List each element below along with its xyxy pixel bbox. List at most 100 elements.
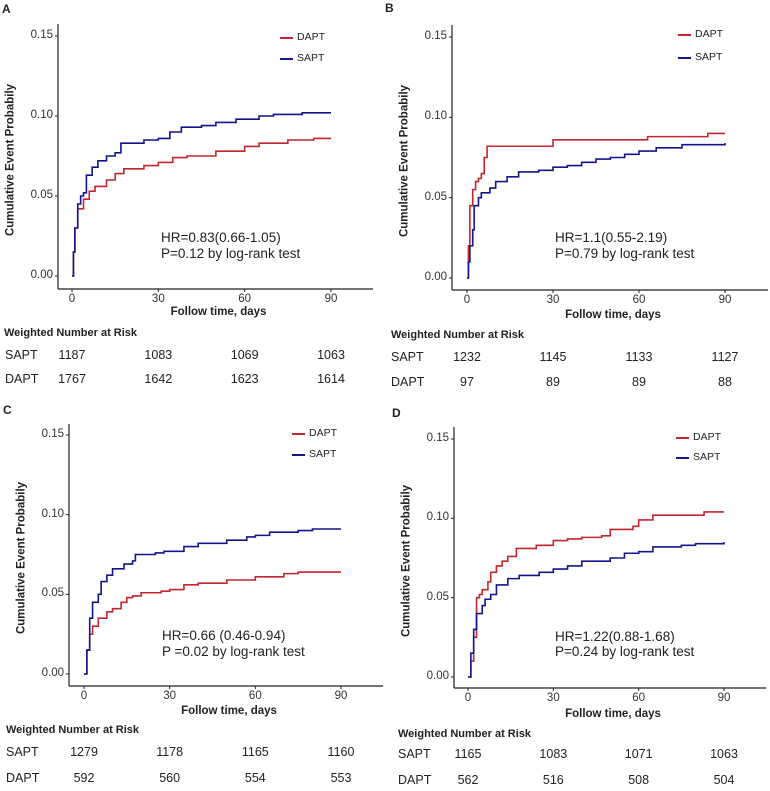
y-tick-label: 0.10 bbox=[30, 109, 53, 121]
annotation-text: P=0.12 by log-rank test bbox=[161, 246, 301, 261]
x-tick-label: 0 bbox=[464, 692, 472, 704]
risk-table-title: Weighted Number at Risk bbox=[4, 327, 138, 339]
y-tick-label: 0.15 bbox=[30, 29, 53, 41]
x-tick-label: 30 bbox=[163, 690, 177, 702]
risk-row-label: DAPT bbox=[6, 771, 40, 785]
risk-row-label: DAPT bbox=[5, 372, 39, 386]
risk-row-label: SAPT bbox=[6, 745, 39, 759]
panel-b bbox=[449, 25, 768, 293]
y-tick-label: 0.15 bbox=[41, 428, 64, 440]
x-tick-label: 90 bbox=[334, 690, 348, 702]
x-axis-label: Follow time, days bbox=[565, 309, 661, 321]
risk-value: 560 bbox=[159, 771, 181, 785]
x-tick-label: 90 bbox=[718, 294, 732, 306]
risk-value: 1071 bbox=[624, 747, 653, 761]
risk-value: 1279 bbox=[70, 745, 98, 759]
risk-table-title: Weighted Number at Risk bbox=[6, 724, 140, 736]
risk-value: 1145 bbox=[539, 350, 567, 364]
risk-row-label: DAPT bbox=[398, 773, 432, 787]
x-tick-label: 90 bbox=[324, 293, 338, 305]
x-tick-label: 0 bbox=[80, 690, 88, 702]
x-axis-label: Follow time, days bbox=[181, 705, 277, 717]
y-tick-label: 0.05 bbox=[41, 587, 64, 600]
risk-table-title: Weighted Number at Risk bbox=[398, 728, 532, 740]
y-tick-label: 0.00 bbox=[41, 667, 64, 679]
y-axis-label: Cumulative Event Probabily bbox=[4, 83, 17, 236]
panel-a bbox=[55, 24, 373, 292]
y-axis-label: Cumulative Event Probabily bbox=[15, 481, 28, 635]
annotation-text: HR=0.66 (0.46-0.94) bbox=[162, 628, 286, 643]
risk-row-label: DAPT bbox=[391, 375, 425, 389]
legend-label: SAPT bbox=[693, 451, 721, 463]
panel-letter: B bbox=[385, 1, 394, 15]
risk-value: 1069 bbox=[230, 348, 259, 362]
annotation-text: HR=0.83(0.66-1.05) bbox=[161, 230, 281, 245]
annotation-text: HR=1.22(0.88-1.68) bbox=[555, 629, 675, 644]
panel-d bbox=[451, 427, 766, 691]
risk-value: 1614 bbox=[317, 372, 345, 386]
panel-c bbox=[66, 424, 383, 689]
risk-value: 1623 bbox=[230, 372, 259, 386]
legend-label: DAPT bbox=[695, 28, 724, 40]
x-tick-label: 60 bbox=[632, 294, 646, 306]
x-tick-label: 30 bbox=[151, 293, 165, 305]
y-tick-label: 0.10 bbox=[426, 511, 449, 524]
x-tick-label: 0 bbox=[68, 293, 76, 305]
annotation-text: P=0.79 by log-rank test bbox=[555, 246, 695, 261]
risk-value: 89 bbox=[632, 375, 646, 389]
legend-label: SAPT bbox=[695, 51, 723, 63]
series-line-sapt bbox=[84, 528, 341, 675]
risk-row-label: SAPT bbox=[391, 350, 424, 364]
risk-value: 88 bbox=[718, 375, 732, 389]
series-line-dapt bbox=[72, 137, 331, 277]
y-tick-label: 0.10 bbox=[41, 507, 64, 520]
x-tick-label: 30 bbox=[546, 294, 560, 306]
y-tick-label: 0.00 bbox=[424, 271, 447, 283]
y-tick-label: 0.15 bbox=[426, 432, 449, 444]
x-tick-label: 60 bbox=[248, 690, 262, 702]
series-line-dapt bbox=[468, 511, 724, 678]
panel-letter: D bbox=[392, 406, 401, 420]
legend-label: DAPT bbox=[693, 431, 722, 443]
y-tick-label: 0.10 bbox=[424, 110, 447, 123]
y-tick-label: 0.05 bbox=[30, 189, 53, 201]
risk-value: 1165 bbox=[241, 745, 269, 759]
series-line-sapt bbox=[72, 112, 331, 277]
risk-value: 1083 bbox=[539, 747, 568, 761]
risk-value: 1133 bbox=[625, 350, 653, 364]
risk-value: 1165 bbox=[454, 747, 482, 761]
panel-letter: C bbox=[3, 403, 12, 417]
risk-value: 1063 bbox=[710, 747, 738, 761]
risk-value: 562 bbox=[457, 773, 479, 787]
risk-value: 1232 bbox=[453, 350, 481, 364]
annotation-text: P =0.02 by log-rank test bbox=[162, 644, 305, 659]
legend-label: DAPT bbox=[309, 427, 338, 439]
y-tick-label: 0.05 bbox=[424, 190, 447, 203]
x-tick-label: 90 bbox=[717, 692, 731, 704]
risk-value: 504 bbox=[713, 773, 735, 787]
risk-row-label: SAPT bbox=[398, 747, 431, 761]
x-axis-label: Follow time, days bbox=[170, 306, 267, 318]
series-line-dapt bbox=[84, 571, 341, 675]
annotation-text: HR=1.1(0.55-2.19) bbox=[555, 230, 668, 245]
y-axis-label: Cumulative Event Probabily bbox=[398, 84, 411, 237]
risk-row-label: SAPT bbox=[5, 348, 38, 362]
risk-value: 89 bbox=[546, 375, 560, 389]
series-line-sapt bbox=[468, 542, 725, 678]
x-tick-label: 60 bbox=[238, 293, 252, 305]
risk-value: 1187 bbox=[58, 348, 86, 362]
risk-value: 1767 bbox=[58, 372, 86, 386]
series-line-sapt bbox=[467, 143, 726, 279]
risk-value: 1160 bbox=[327, 745, 355, 759]
risk-value: 508 bbox=[628, 773, 650, 787]
y-tick-label: 0.05 bbox=[426, 590, 449, 603]
y-tick-label: 0.15 bbox=[424, 30, 447, 42]
series-line-dapt bbox=[467, 132, 725, 279]
legend-label: SAPT bbox=[297, 52, 325, 64]
panel-letter: A bbox=[2, 2, 11, 16]
risk-value: 1083 bbox=[144, 348, 173, 362]
x-tick-label: 30 bbox=[546, 692, 560, 704]
risk-value: 1063 bbox=[317, 348, 345, 362]
legend-label: DAPT bbox=[297, 31, 326, 43]
